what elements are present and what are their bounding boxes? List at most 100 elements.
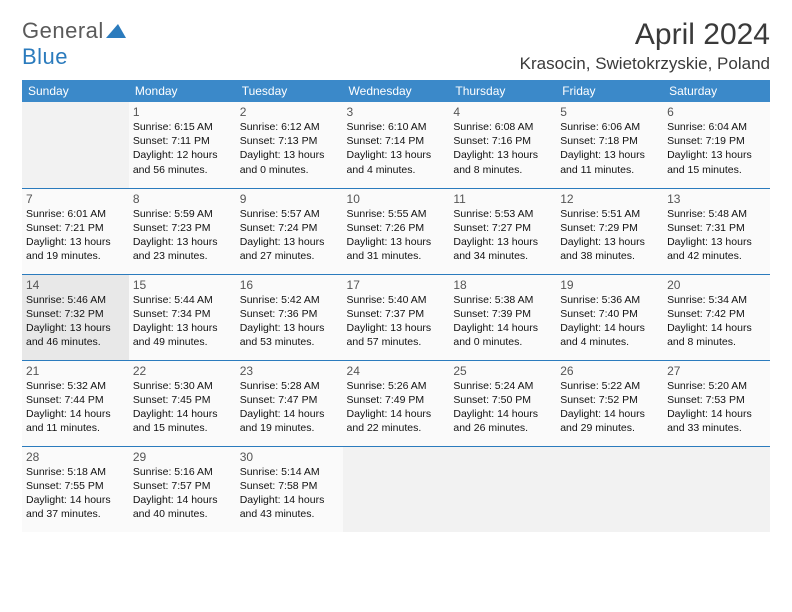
day-number: 27 [667,364,766,378]
day-cell: 13Sunrise: 5:48 AMSunset: 7:31 PMDayligh… [663,188,770,274]
day-cell: 28Sunrise: 5:18 AMSunset: 7:55 PMDayligh… [22,446,129,532]
day-cell: 3Sunrise: 6:10 AMSunset: 7:14 PMDaylight… [343,102,450,188]
day-cell: 29Sunrise: 5:16 AMSunset: 7:57 PMDayligh… [129,446,236,532]
day-cell: 25Sunrise: 5:24 AMSunset: 7:50 PMDayligh… [449,360,556,446]
day-info: Sunrise: 6:04 AMSunset: 7:19 PMDaylight:… [667,120,766,177]
day-cell: 8Sunrise: 5:59 AMSunset: 7:23 PMDaylight… [129,188,236,274]
week-row: 28Sunrise: 5:18 AMSunset: 7:55 PMDayligh… [22,446,770,532]
day-cell: 30Sunrise: 5:14 AMSunset: 7:58 PMDayligh… [236,446,343,532]
day-cell: 1Sunrise: 6:15 AMSunset: 7:11 PMDaylight… [129,102,236,188]
logo-text-general: General [22,18,104,43]
day-cell: 12Sunrise: 5:51 AMSunset: 7:29 PMDayligh… [556,188,663,274]
day-header: Wednesday [343,80,450,102]
day-info: Sunrise: 6:10 AMSunset: 7:14 PMDaylight:… [347,120,446,177]
day-number: 4 [453,105,552,119]
day-info: Sunrise: 5:16 AMSunset: 7:57 PMDaylight:… [133,465,232,522]
day-number: 10 [347,192,446,206]
day-number: 17 [347,278,446,292]
day-cell: 23Sunrise: 5:28 AMSunset: 7:47 PMDayligh… [236,360,343,446]
location: Krasocin, Swietokrzyskie, Poland [520,54,770,74]
day-info: Sunrise: 6:08 AMSunset: 7:16 PMDaylight:… [453,120,552,177]
day-info: Sunrise: 5:48 AMSunset: 7:31 PMDaylight:… [667,207,766,264]
day-number: 12 [560,192,659,206]
day-number: 9 [240,192,339,206]
day-cell: 16Sunrise: 5:42 AMSunset: 7:36 PMDayligh… [236,274,343,360]
day-header-row: SundayMondayTuesdayWednesdayThursdayFrid… [22,80,770,102]
day-number: 3 [347,105,446,119]
day-number: 15 [133,278,232,292]
day-info: Sunrise: 5:40 AMSunset: 7:37 PMDaylight:… [347,293,446,350]
day-info: Sunrise: 5:44 AMSunset: 7:34 PMDaylight:… [133,293,232,350]
day-info: Sunrise: 5:34 AMSunset: 7:42 PMDaylight:… [667,293,766,350]
day-number: 18 [453,278,552,292]
day-info: Sunrise: 5:18 AMSunset: 7:55 PMDaylight:… [26,465,125,522]
day-cell [663,446,770,532]
day-info: Sunrise: 5:55 AMSunset: 7:26 PMDaylight:… [347,207,446,264]
day-info: Sunrise: 5:46 AMSunset: 7:32 PMDaylight:… [26,293,125,350]
day-number: 26 [560,364,659,378]
day-info: Sunrise: 5:32 AMSunset: 7:44 PMDaylight:… [26,379,125,436]
day-info: Sunrise: 6:12 AMSunset: 7:13 PMDaylight:… [240,120,339,177]
day-header: Friday [556,80,663,102]
day-number: 20 [667,278,766,292]
day-header: Monday [129,80,236,102]
day-number: 24 [347,364,446,378]
day-info: Sunrise: 5:30 AMSunset: 7:45 PMDaylight:… [133,379,232,436]
day-number: 13 [667,192,766,206]
day-cell: 20Sunrise: 5:34 AMSunset: 7:42 PMDayligh… [663,274,770,360]
month-title: April 2024 [520,18,770,52]
day-cell: 21Sunrise: 5:32 AMSunset: 7:44 PMDayligh… [22,360,129,446]
day-number: 2 [240,105,339,119]
day-number: 16 [240,278,339,292]
day-info: Sunrise: 5:22 AMSunset: 7:52 PMDaylight:… [560,379,659,436]
day-cell: 17Sunrise: 5:40 AMSunset: 7:37 PMDayligh… [343,274,450,360]
day-cell: 14Sunrise: 5:46 AMSunset: 7:32 PMDayligh… [22,274,129,360]
calendar-table: SundayMondayTuesdayWednesdayThursdayFrid… [22,80,770,532]
day-header: Sunday [22,80,129,102]
day-number: 29 [133,450,232,464]
day-number: 21 [26,364,125,378]
day-cell: 18Sunrise: 5:38 AMSunset: 7:39 PMDayligh… [449,274,556,360]
title-block: April 2024 Krasocin, Swietokrzyskie, Pol… [520,18,770,74]
day-info: Sunrise: 5:26 AMSunset: 7:49 PMDaylight:… [347,379,446,436]
week-row: 14Sunrise: 5:46 AMSunset: 7:32 PMDayligh… [22,274,770,360]
day-number: 11 [453,192,552,206]
week-row: 1Sunrise: 6:15 AMSunset: 7:11 PMDaylight… [22,102,770,188]
day-number: 30 [240,450,339,464]
day-cell: 7Sunrise: 6:01 AMSunset: 7:21 PMDaylight… [22,188,129,274]
day-header: Saturday [663,80,770,102]
day-number: 25 [453,364,552,378]
day-number: 23 [240,364,339,378]
day-number: 28 [26,450,125,464]
day-info: Sunrise: 5:42 AMSunset: 7:36 PMDaylight:… [240,293,339,350]
day-cell: 15Sunrise: 5:44 AMSunset: 7:34 PMDayligh… [129,274,236,360]
day-cell [343,446,450,532]
day-info: Sunrise: 5:59 AMSunset: 7:23 PMDaylight:… [133,207,232,264]
day-number: 22 [133,364,232,378]
day-cell: 26Sunrise: 5:22 AMSunset: 7:52 PMDayligh… [556,360,663,446]
day-info: Sunrise: 6:06 AMSunset: 7:18 PMDaylight:… [560,120,659,177]
day-cell: 19Sunrise: 5:36 AMSunset: 7:40 PMDayligh… [556,274,663,360]
day-cell: 11Sunrise: 5:53 AMSunset: 7:27 PMDayligh… [449,188,556,274]
day-info: Sunrise: 6:15 AMSunset: 7:11 PMDaylight:… [133,120,232,177]
day-number: 19 [560,278,659,292]
day-number: 6 [667,105,766,119]
day-info: Sunrise: 5:38 AMSunset: 7:39 PMDaylight:… [453,293,552,350]
day-info: Sunrise: 5:36 AMSunset: 7:40 PMDaylight:… [560,293,659,350]
day-info: Sunrise: 5:57 AMSunset: 7:24 PMDaylight:… [240,207,339,264]
day-info: Sunrise: 5:28 AMSunset: 7:47 PMDaylight:… [240,379,339,436]
logo-text-blue: Blue [22,44,68,69]
day-info: Sunrise: 6:01 AMSunset: 7:21 PMDaylight:… [26,207,125,264]
calendar-body: 1Sunrise: 6:15 AMSunset: 7:11 PMDaylight… [22,102,770,532]
calendar-head: SundayMondayTuesdayWednesdayThursdayFrid… [22,80,770,102]
day-cell: 27Sunrise: 5:20 AMSunset: 7:53 PMDayligh… [663,360,770,446]
day-cell: 5Sunrise: 6:06 AMSunset: 7:18 PMDaylight… [556,102,663,188]
day-cell [449,446,556,532]
logo: General Blue [22,18,126,70]
day-cell: 2Sunrise: 6:12 AMSunset: 7:13 PMDaylight… [236,102,343,188]
day-cell: 4Sunrise: 6:08 AMSunset: 7:16 PMDaylight… [449,102,556,188]
day-info: Sunrise: 5:20 AMSunset: 7:53 PMDaylight:… [667,379,766,436]
day-number: 7 [26,192,125,206]
day-info: Sunrise: 5:51 AMSunset: 7:29 PMDaylight:… [560,207,659,264]
week-row: 21Sunrise: 5:32 AMSunset: 7:44 PMDayligh… [22,360,770,446]
